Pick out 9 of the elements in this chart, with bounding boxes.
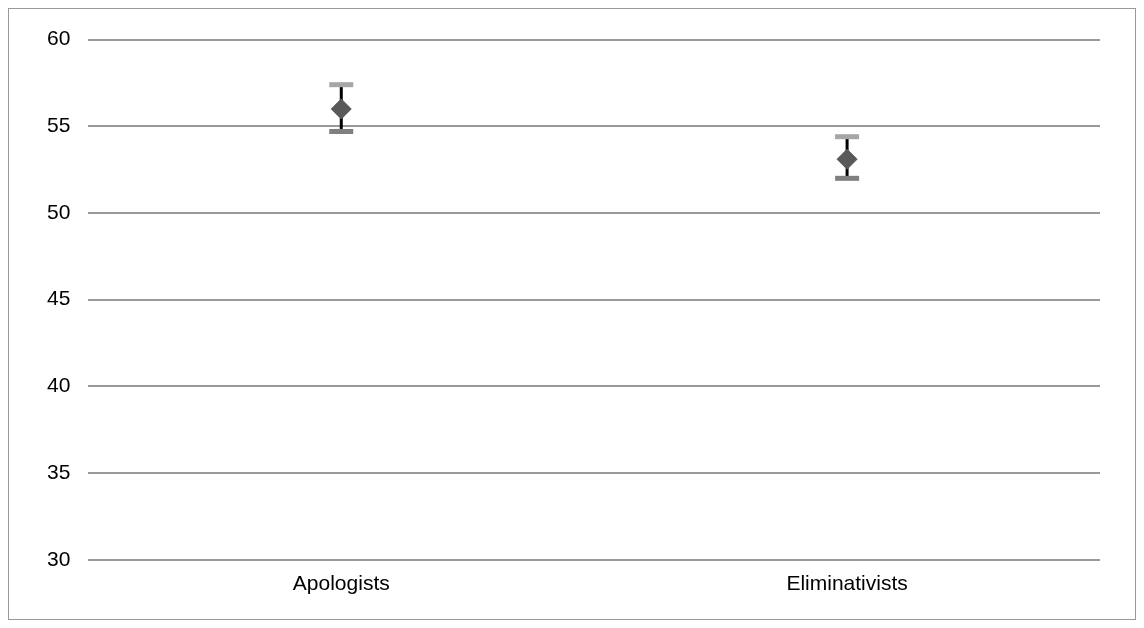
y-tick-label: 30	[47, 546, 71, 570]
x-tick-label: Eliminativists	[786, 571, 908, 595]
y-tick-label: 45	[47, 286, 71, 310]
x-tick-label: Apologists	[292, 571, 390, 595]
y-tick-label: 35	[47, 459, 71, 483]
y-tick-label: 60	[47, 26, 71, 50]
y-tick-label: 55	[47, 113, 71, 137]
y-tick-label: 50	[47, 199, 71, 223]
y-tick-label: 40	[47, 373, 71, 397]
